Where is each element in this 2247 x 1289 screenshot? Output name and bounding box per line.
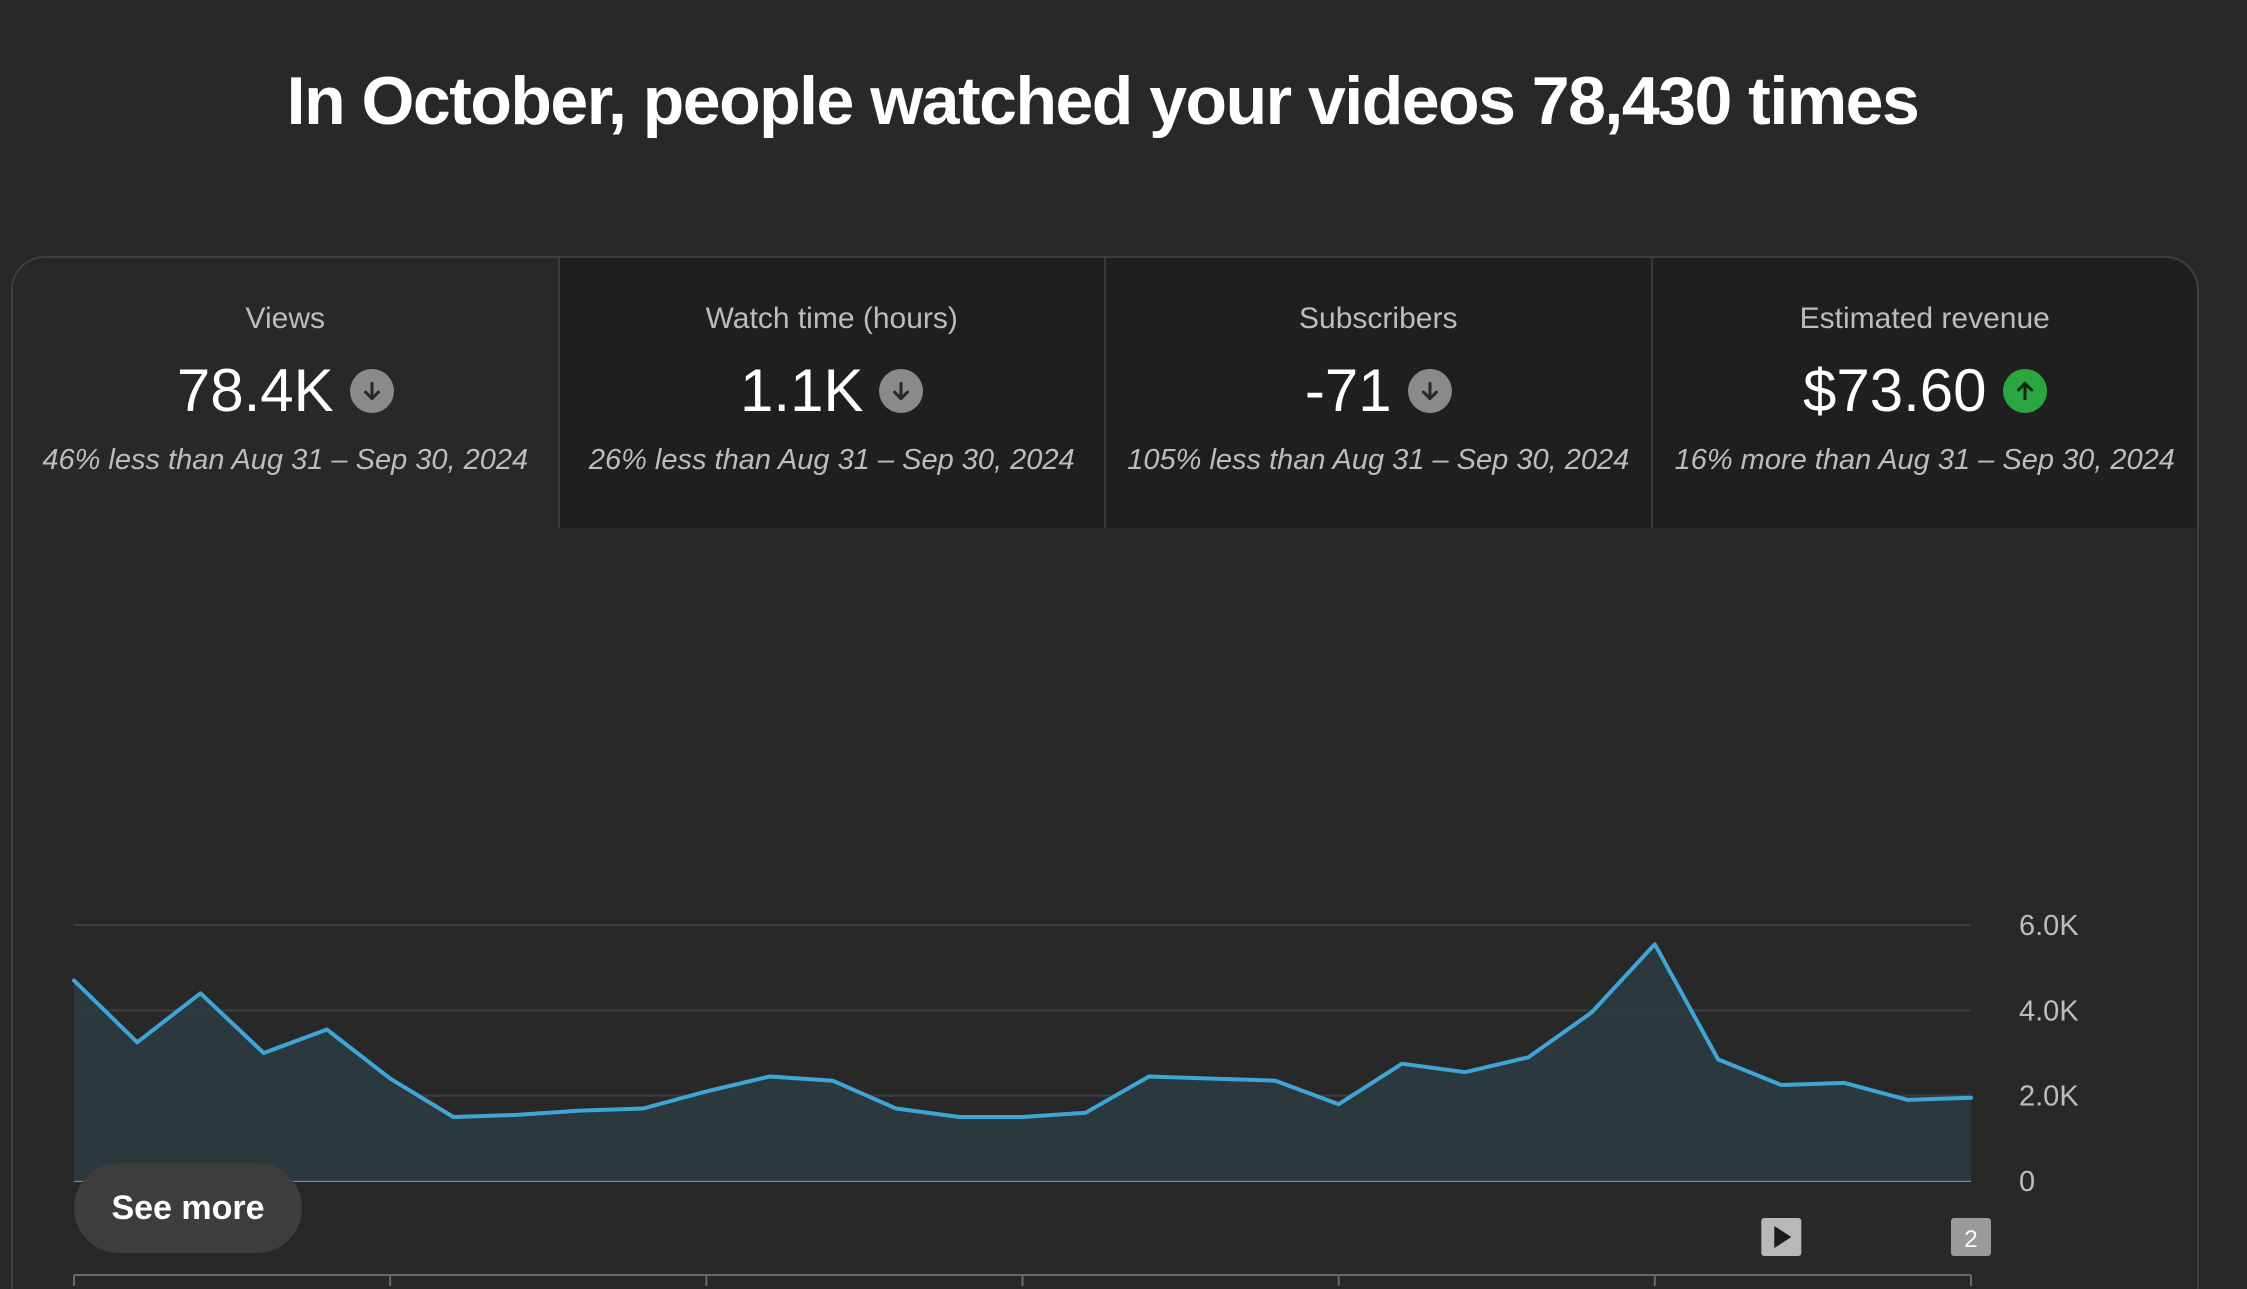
arrow-down-icon [1407,369,1452,413]
metric-value-row: 78.4K [13,356,558,426]
metric-value: 78.4K [176,357,334,424]
metric-value: $73.60 [1802,357,1987,424]
views-chart: 02.0K4.0K6.0K2Oct 1, 20...Oct 6, 2024Oct… [13,528,2197,1289]
arrow-up-icon [2002,369,2047,413]
tab-watch-time-hours[interactable]: Watch time (hours) 1.1K 26% less than Aug … [557,258,1105,528]
y-tick-label: 4.0K [2019,995,2079,1027]
y-tick-label: 0 [2019,1166,2035,1198]
metric-label: Watch time (hours) [705,302,958,335]
metric-comparison: 46% less than Aug 31 – Sep 30, 2024 [42,444,529,476]
play-icon [1774,1226,1792,1248]
y-tick-label: 6.0K [2019,910,2079,942]
metric-value: -71 [1304,357,1392,424]
metric-label: Estimated revenue [1799,302,2050,335]
see-more-button[interactable]: See more [74,1163,302,1253]
metric-value: 1.1K [740,357,864,424]
tab-subscribers[interactable]: Subscribers -71 105% less than Aug 31 – Se… [1104,258,1651,528]
metric-value-row: 1.1K [560,356,1105,426]
analytics-card: Views 78.4K 46% less than Aug 31 – Sep 30,… [11,256,2199,1289]
arrow-down-icon [879,369,924,413]
page-title: In October, people watched your videos 7… [286,63,1920,139]
metric-tabs: Views 78.4K 46% less than Aug 31 – Sep 30,… [13,258,2197,528]
metric-label: Subscribers [1299,302,1458,335]
metric-comparison: 16% more than Aug 31 – Sep 30, 2024 [1674,444,2175,476]
metric-comparison: 105% less than Aug 31 – Sep 30, 2024 [1127,444,1630,476]
count-marker-label: 2 [1964,1226,1977,1253]
metric-value-row: -71 [1106,356,1651,426]
tab-estimated-revenue[interactable]: Estimated revenue $73.60 16% more than Aug… [1650,258,2198,528]
chart-svg: 02.0K4.0K6.0K2Oct 1, 20...Oct 6, 2024Oct… [72,910,2079,1286]
metric-label: Views [245,302,325,335]
y-tick-label: 2.0K [2019,1081,2079,1113]
metric-value-row: $73.60 [1653,356,2198,426]
count-marker [1951,1218,1991,1256]
metric-comparison: 26% less than Aug 31 – Sep 30, 2024 [588,444,1075,476]
arrow-down-icon [349,369,394,413]
tab-views[interactable]: Views 78.4K 46% less than Aug 31 – Sep 30,… [13,258,558,528]
views-area [74,944,1971,1181]
